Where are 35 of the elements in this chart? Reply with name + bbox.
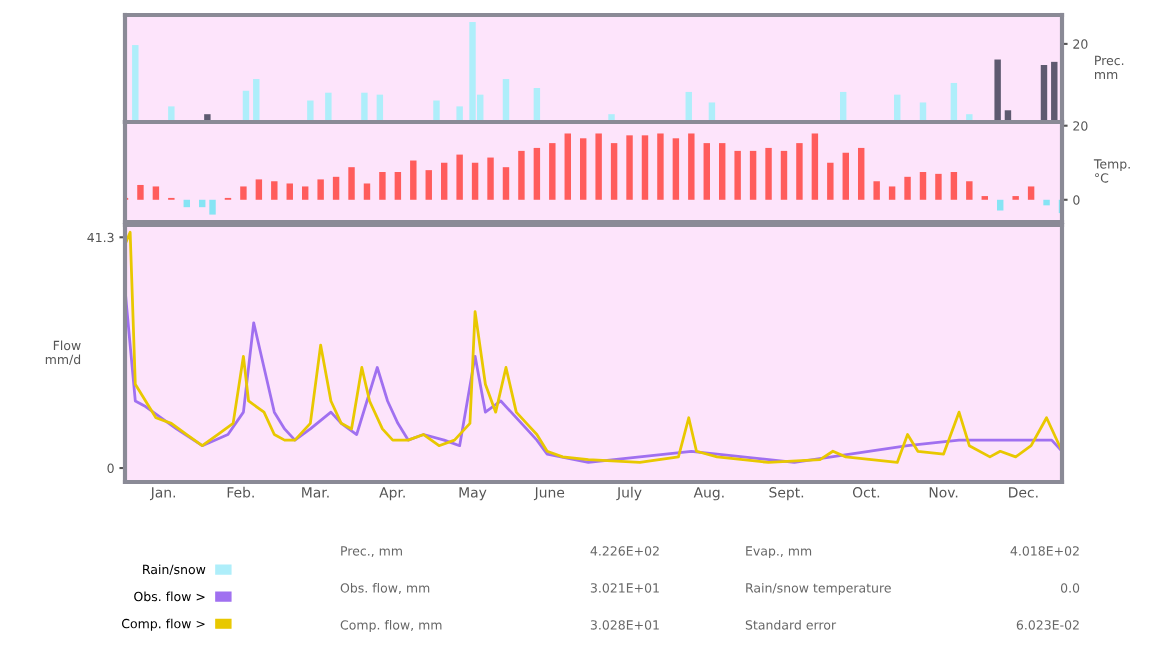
x-tick-label: Mar. — [302, 487, 329, 498]
x-tick-label: Oct. — [852, 487, 880, 498]
text: Comp. flow, mm — [340, 619, 442, 633]
x-tick-label: May — [459, 487, 487, 501]
x-tick-label: June — [533, 487, 565, 501]
text: 4.226E+02 — [590, 546, 659, 556]
text: Rain/snow temperature — [746, 582, 891, 596]
text: Obs. flow, mm — [340, 582, 430, 594]
text: Evap., mm — [746, 546, 812, 559]
text: 0.0 — [1060, 583, 1080, 593]
y-tick-label: 0 — [107, 463, 114, 473]
y-axis-title: Flow mm/d — [45, 340, 81, 366]
y-tick-label: 20 — [1073, 39, 1088, 49]
x-tick-label: July — [616, 486, 642, 501]
y-tick-label: 20 — [1073, 121, 1088, 131]
y-axis-title: Temp. °C — [1093, 159, 1130, 183]
text: 3.021E+01 — [590, 583, 659, 593]
text: Standard error — [745, 619, 837, 630]
text: Prec., mm — [341, 546, 402, 557]
x-tick-label: Feb. — [227, 486, 254, 498]
text: 3.028E+01 — [590, 620, 659, 630]
legend-label: Comp. flow > — [121, 618, 205, 631]
legend-label: Rain/snow — [143, 564, 206, 576]
x-tick-label: Dec. — [1009, 487, 1038, 498]
y-axis-title: Prec. mm — [1095, 55, 1124, 79]
x-tick-label: Aug. — [693, 487, 724, 501]
x-tick-label: Jan. — [149, 487, 176, 501]
legend-label: Obs. flow > — [134, 591, 205, 602]
y-tick-label: 41.3 — [87, 232, 114, 243]
x-tick-label: Apr. — [379, 487, 405, 501]
text: 6.023E-02 — [1016, 620, 1079, 630]
x-tick-label: Sept. — [769, 487, 804, 501]
x-tick-label: Nov. — [929, 487, 958, 498]
text: 4.018E+02 — [1010, 546, 1079, 556]
y-tick-label: 0 — [1073, 195, 1080, 205]
